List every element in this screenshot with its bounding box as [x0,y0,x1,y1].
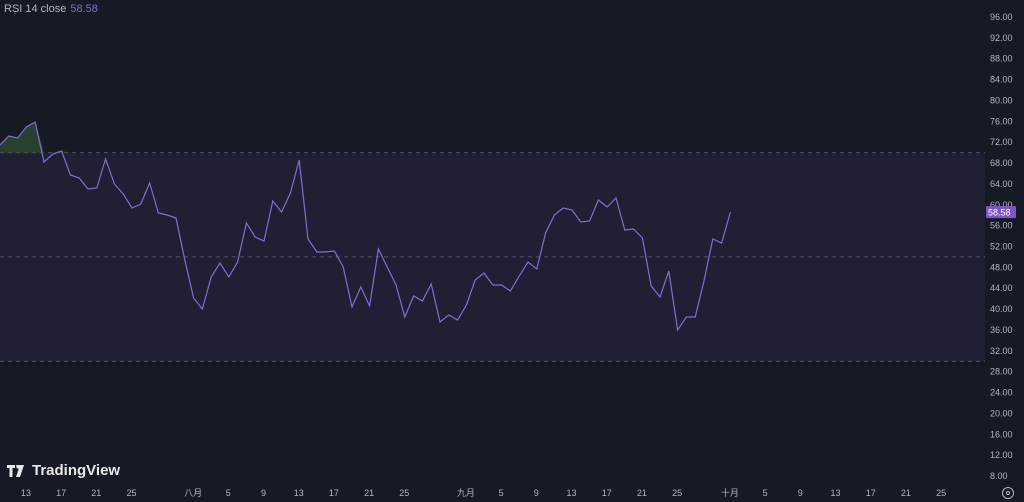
y-tick-label: 16.00 [990,429,1013,439]
x-tick-label: 十月 [721,487,739,498]
y-tick-label: 76.00 [990,116,1013,126]
x-tick-label: 九月 [457,488,475,498]
x-tick-label: 21 [91,488,101,498]
x-tick-label: 9 [798,488,803,498]
x-tick-label: 八月 [184,488,202,498]
x-tick-label: 25 [936,488,946,498]
y-tick-label: 36.00 [990,325,1013,335]
y-tick-label: 60.00 [990,200,1013,210]
indicator-name: RSI 14 close [4,3,67,15]
rsi-band [0,152,985,362]
x-tick-label: 17 [602,488,612,498]
x-tick-label: 25 [399,488,409,498]
y-tick-label: 8.00 [990,471,1008,481]
x-tick-label: 5 [499,488,504,498]
y-tick-label: 68.00 [990,158,1013,168]
axis-settings-icon[interactable] [1002,487,1014,499]
x-tick-label: 13 [21,488,31,498]
y-tick-label: 64.00 [990,179,1013,189]
last-value-badge [986,206,1016,219]
y-tick-label: 20.00 [990,408,1013,418]
y-tick-label: 96.00 [990,12,1013,22]
tradingview-logo-icon [7,464,24,477]
indicator-value: 58.58 [70,3,98,15]
x-tick-label: 17 [56,488,66,498]
x-tick-label: 25 [126,488,136,498]
x-tick-label: 13 [294,488,304,498]
x-tick-label: 5 [226,488,231,498]
y-tick-label: 88.00 [990,54,1013,64]
y-tick-label: 72.00 [990,137,1013,147]
y-tick-label: 52.00 [990,242,1013,252]
y-tick-label: 40.00 [990,304,1013,314]
y-tick-label: 84.00 [990,75,1013,85]
x-tick-label: 25 [672,488,682,498]
x-tick-label: 5 [763,488,768,498]
x-tick-label: 21 [637,488,647,498]
rsi-line [0,121,731,332]
y-tick-label: 92.00 [990,33,1013,43]
logo-text: TradingView [32,462,121,479]
y-tick-label: 44.00 [990,283,1013,293]
indicator-legend[interactable]: RSI 14 close 58.58 [4,3,98,15]
y-tick-label: 56.00 [990,221,1013,231]
x-tick-label: 17 [866,488,876,498]
y-tick-label: 24.00 [990,388,1013,398]
y-tick-label: 12.00 [990,450,1013,460]
x-tick-label: 13 [566,488,576,498]
tradingview-logo[interactable]: TradingView [7,462,120,479]
x-tick-label: 21 [901,488,911,498]
y-tick-label: 32.00 [990,346,1013,356]
y-tick-label: 28.00 [990,367,1013,377]
x-tick-label: 9 [534,488,539,498]
x-tick-label: 13 [830,488,840,498]
y-tick-label: 80.00 [990,95,1013,105]
y-tick-label: 48.00 [990,262,1013,272]
x-tick-label: 9 [261,488,266,498]
last-value-label: 58.58 [988,208,1011,218]
x-tick-label: 21 [364,488,374,498]
overbought-fill [0,121,731,153]
x-tick-label: 17 [329,488,339,498]
